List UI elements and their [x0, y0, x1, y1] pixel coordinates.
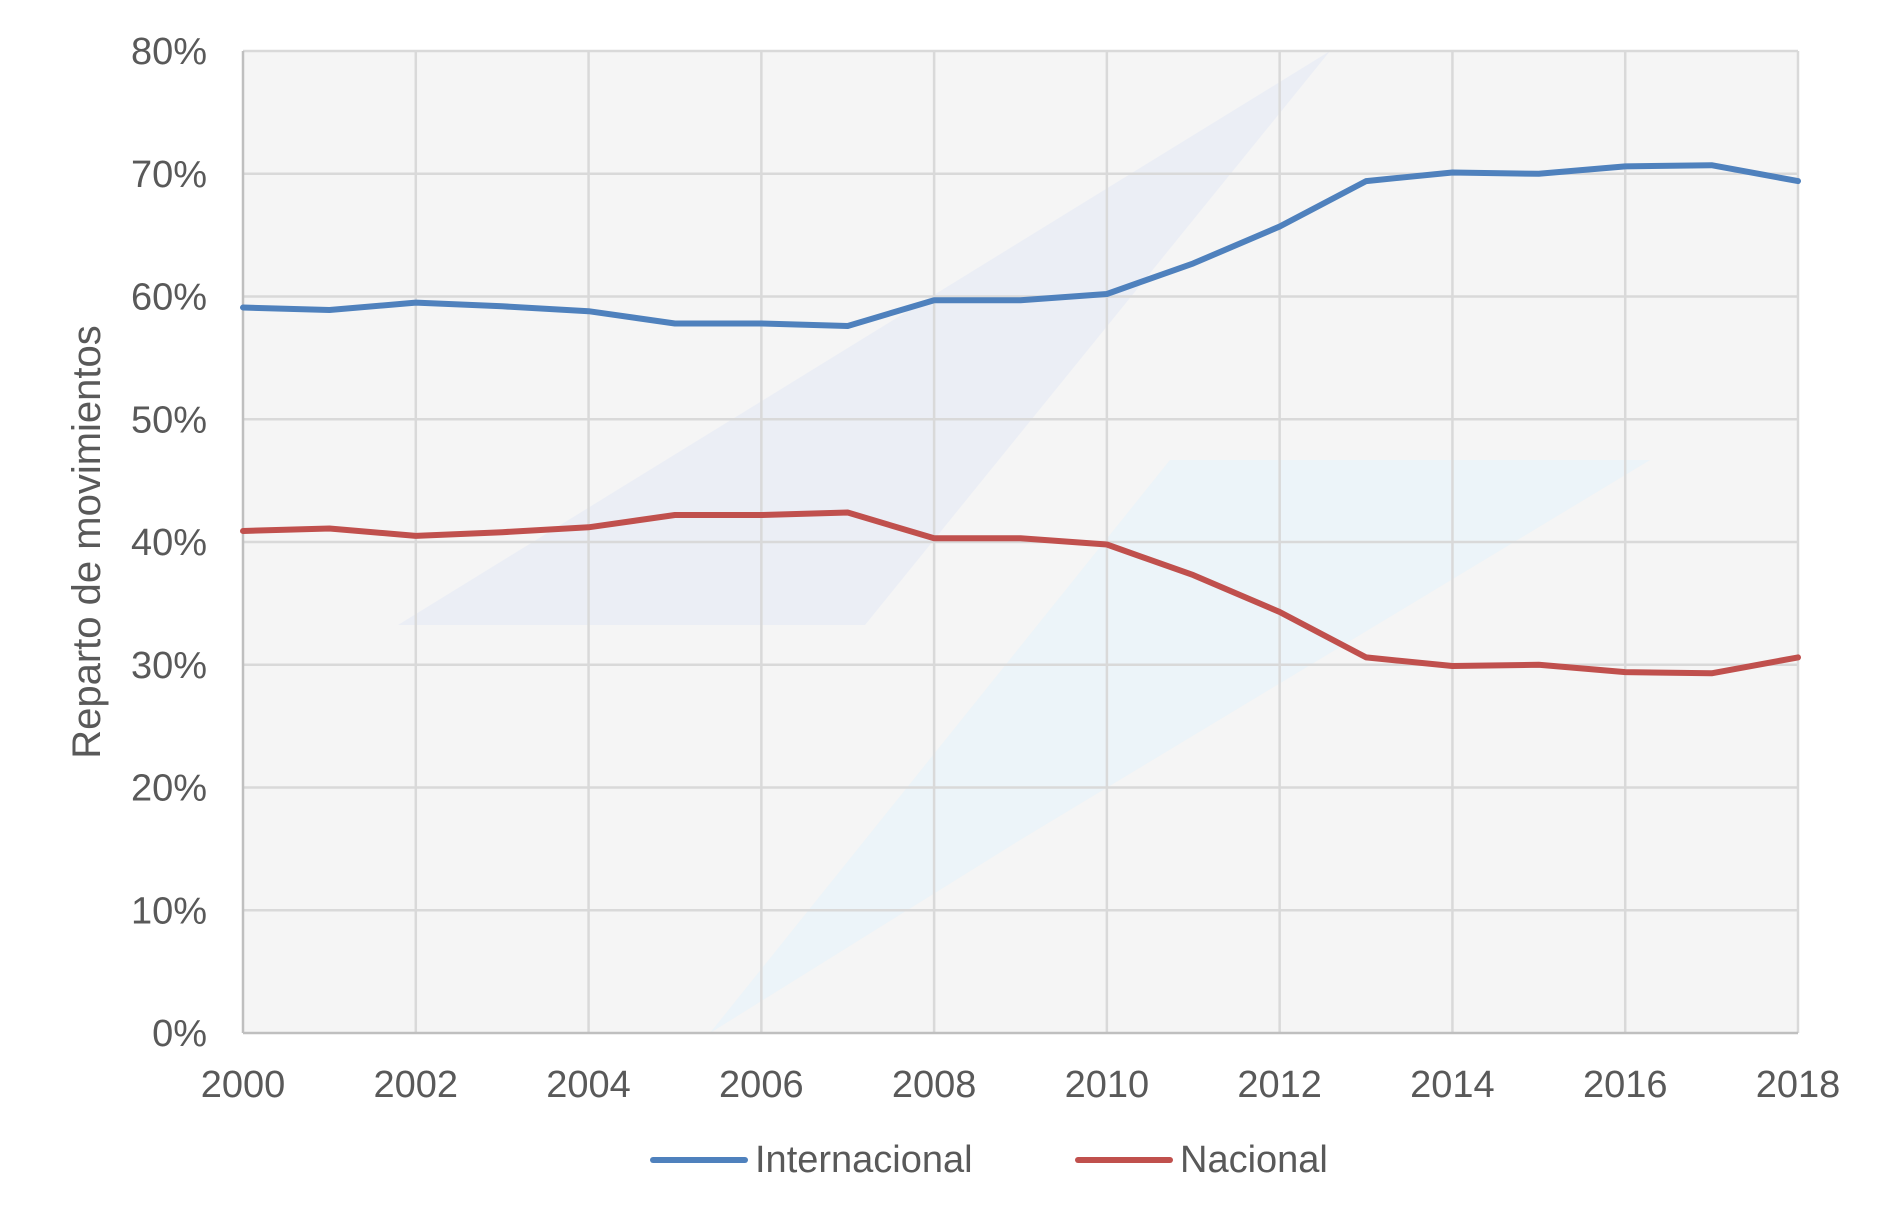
x-tick-label: 2016: [1583, 1064, 1668, 1106]
x-tick-label: 2004: [546, 1064, 631, 1106]
x-tick-label: 2000: [201, 1064, 286, 1106]
y-tick-label: 60%: [131, 277, 207, 319]
y-tick-label: 30%: [131, 645, 207, 687]
series-line-nacional: [240, 509, 1801, 677]
y-tick-label: 50%: [131, 399, 207, 441]
legend-label-internacional: Internacional: [755, 1139, 973, 1181]
watermark-shape-upper: [398, 51, 1330, 625]
x-tick-label: 2012: [1237, 1064, 1322, 1106]
axes: [241, 51, 1798, 1035]
legend: Internacional Nacional: [650, 1139, 1328, 1181]
tick-labels: 0% 10% 20% 30% 40% 50% 60% 70% 80% 2000 2002 2004 20…: [131, 31, 1840, 1106]
x-tick-label: 2002: [374, 1064, 459, 1106]
y-axis-title: Reparto de movimientos: [65, 325, 109, 759]
y-tick-label: 10%: [131, 890, 207, 932]
series-lines: [240, 162, 1801, 677]
y-tick-label: 40%: [131, 522, 207, 564]
watermark-shape-lower: [710, 460, 1650, 1033]
y-tick-label: 0%: [152, 1013, 207, 1055]
x-tick-label: 2010: [1065, 1064, 1150, 1106]
series-line-internacional: [240, 162, 1801, 329]
legend-label-nacional: Nacional: [1180, 1139, 1328, 1181]
y-tick-label: 70%: [131, 154, 207, 196]
y-tick-label: 20%: [131, 768, 207, 810]
x-tick-label: 2014: [1410, 1064, 1495, 1106]
x-tick-label: 2006: [719, 1064, 804, 1106]
x-tick-label: 2018: [1756, 1064, 1841, 1106]
y-tick-label: 80%: [131, 31, 207, 73]
x-tick-label: 2008: [892, 1064, 977, 1106]
